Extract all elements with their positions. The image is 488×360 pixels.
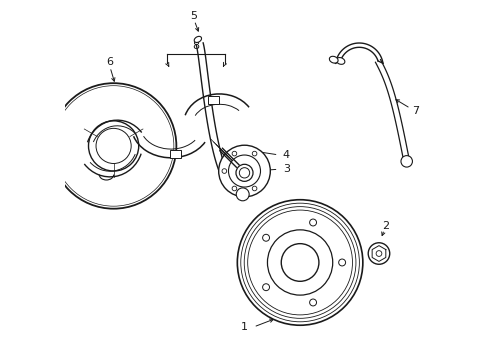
- Circle shape: [338, 259, 345, 266]
- Ellipse shape: [194, 36, 201, 42]
- Circle shape: [96, 129, 131, 163]
- Circle shape: [232, 151, 236, 156]
- Text: 2: 2: [381, 221, 388, 230]
- Circle shape: [236, 188, 249, 201]
- Circle shape: [262, 234, 269, 241]
- Circle shape: [309, 219, 316, 226]
- Bar: [170, 150, 181, 158]
- Text: 8: 8: [192, 41, 199, 50]
- Bar: [207, 96, 218, 104]
- Circle shape: [228, 155, 260, 187]
- Circle shape: [218, 145, 270, 197]
- Circle shape: [88, 121, 139, 171]
- Circle shape: [267, 230, 332, 295]
- Circle shape: [400, 156, 411, 167]
- Circle shape: [281, 244, 318, 281]
- Ellipse shape: [335, 58, 344, 64]
- Text: 7: 7: [411, 106, 419, 116]
- Ellipse shape: [329, 56, 337, 63]
- Circle shape: [236, 164, 252, 181]
- Circle shape: [222, 169, 226, 174]
- Circle shape: [237, 200, 362, 325]
- Circle shape: [239, 168, 249, 178]
- Circle shape: [51, 83, 176, 209]
- Circle shape: [375, 251, 381, 256]
- Circle shape: [309, 299, 316, 306]
- Text: 5: 5: [189, 11, 196, 21]
- Circle shape: [232, 186, 236, 191]
- Circle shape: [262, 284, 269, 291]
- Circle shape: [252, 186, 256, 191]
- Text: 1: 1: [241, 322, 247, 332]
- Text: 6: 6: [106, 57, 113, 67]
- Text: 3: 3: [282, 164, 289, 174]
- Circle shape: [252, 151, 256, 156]
- Circle shape: [367, 243, 389, 264]
- Text: 4: 4: [282, 150, 289, 160]
